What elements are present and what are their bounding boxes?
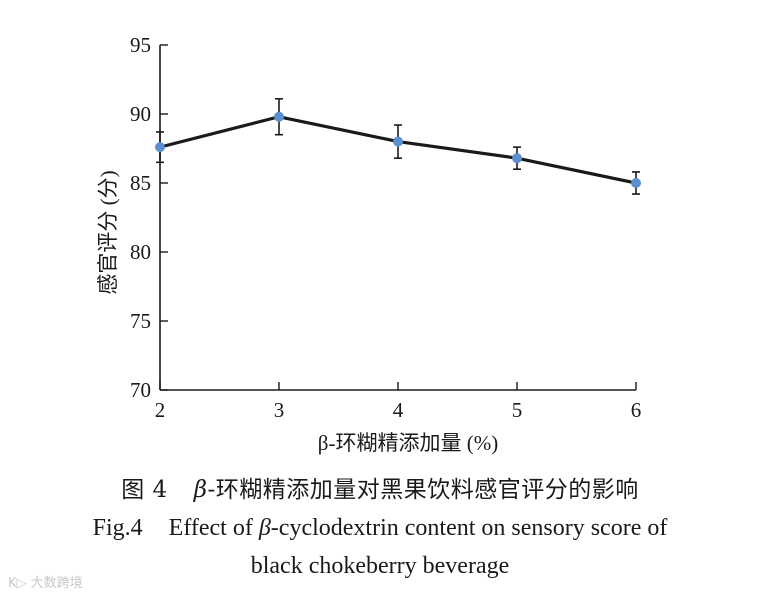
caption-cn-label: 图 4 <box>121 477 168 503</box>
caption-en-beta: β <box>258 515 271 541</box>
figure-caption-english-line2: black chokeberry beverage <box>0 553 760 580</box>
y-tick-label: 70 <box>130 378 151 402</box>
chart-axes: 70 75 80 85 90 95 2 3 4 5 6 <box>130 33 641 422</box>
x-tick-label: 3 <box>274 398 285 422</box>
line-chart: 70 75 80 85 90 95 2 3 4 5 6 β-环糊精添加量 (%) 感官评分 (分) <box>96 33 641 455</box>
y-tick-label: 75 <box>130 309 151 333</box>
caption-en-prefix: Effect of <box>168 515 259 541</box>
figure-caption-english-line1: Fig.4 Effect of β-cyclodextrin content on… <box>0 515 760 542</box>
x-axis-label: β-环糊精添加量 (%) <box>318 431 498 455</box>
data-point <box>631 178 641 188</box>
y-tick-label: 95 <box>130 33 151 57</box>
caption-en-line2: black chokeberry beverage <box>250 553 510 579</box>
caption-cn-beta: β <box>193 477 208 503</box>
y-tick-label: 90 <box>130 102 151 126</box>
x-tick-label: 6 <box>631 398 642 422</box>
x-tick-label: 5 <box>512 398 523 422</box>
caption-en-label: Fig.4 <box>92 515 143 541</box>
data-point <box>274 111 284 122</box>
data-point <box>155 142 165 153</box>
y-axis-label: 感官评分 (分) <box>96 170 120 294</box>
caption-cn-text: -环糊精添加量对黑果饮料感官评分的影响 <box>207 477 639 503</box>
watermark: K▷ 大数跨境 <box>8 576 83 591</box>
data-point <box>512 153 522 164</box>
y-tick-label: 85 <box>130 171 151 195</box>
x-tick-label: 2 <box>155 398 166 422</box>
figure-caption-chinese: 图 4 β-环糊精添加量对黑果饮料感官评分的影响 <box>0 470 760 504</box>
data-point <box>393 136 403 147</box>
x-tick-label: 4 <box>393 398 404 422</box>
y-tick-label: 80 <box>130 240 151 264</box>
caption-en-line1-rest: -cyclodextrin content on sensory score o… <box>270 515 668 541</box>
chart-marks <box>155 98 641 195</box>
